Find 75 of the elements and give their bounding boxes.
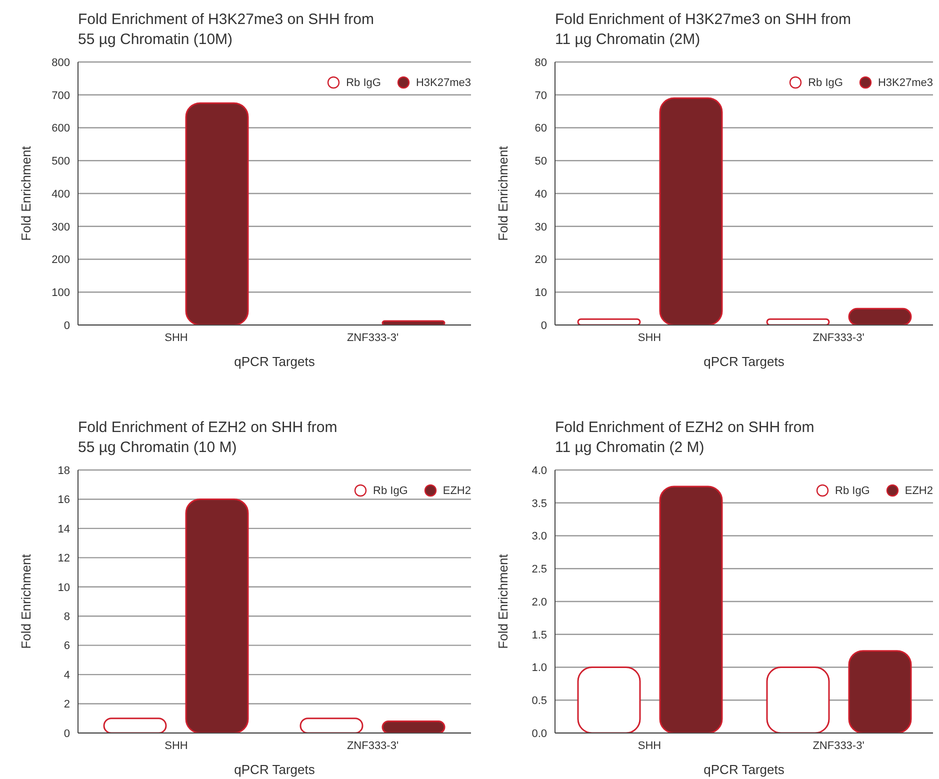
y-tick-label: 30 [534, 221, 547, 234]
bar [103, 718, 167, 733]
legend-label: Rb IgG [346, 76, 381, 88]
y-tick-label: 0.0 [532, 728, 547, 740]
y-tick-label: 1.0 [532, 662, 547, 674]
legend-label: Rb IgG [835, 484, 870, 496]
legend-label: Rb IgG [808, 76, 843, 88]
chart-title: Fold Enrichment of EZH2 on SHH from 55 µg Chromatin (10 M) [78, 418, 338, 458]
y-tick-label: 60 [534, 122, 547, 135]
y-tick-label: 16 [58, 494, 70, 506]
y-tick-label: 40 [534, 188, 547, 200]
y-tick-label: 800 [52, 56, 70, 69]
bar [659, 486, 723, 733]
legend-label: H3K27me3 [878, 76, 933, 88]
y-axis-title: Fold Enrichment [18, 146, 34, 241]
x-tick-label: ZNF333-3' [346, 740, 399, 752]
bar [185, 498, 249, 733]
x-tick-label: ZNF333-3' [812, 332, 864, 344]
x-tick-label: SHH [164, 332, 188, 344]
legend-label: Rb IgG [373, 484, 408, 496]
bar [659, 97, 723, 325]
x-tick-label: SHH [638, 740, 662, 752]
y-tick-label: 1.5 [532, 629, 547, 642]
x-axis-title: qPCR Targets [234, 762, 316, 777]
y-tick-label: 10 [534, 287, 547, 300]
bar [848, 650, 912, 733]
x-tick-label: SHH [638, 332, 662, 344]
y-tick-label: 50 [534, 156, 547, 168]
bar [766, 666, 830, 733]
bar [300, 718, 364, 733]
y-tick-label: 0 [64, 320, 70, 332]
y-tick-label: 12 [58, 552, 70, 565]
y-tick-label: 500 [52, 156, 70, 168]
y-tick-label: 2.0 [532, 596, 547, 608]
chart-title: Fold Enrichment of H3K27me3 on SHH from 55 µg Chromatin (10M) [78, 10, 374, 50]
chart-title: Fold Enrichment of EZH2 on SHH from 11 µg Chromatin (2 M) [555, 418, 814, 458]
y-tick-label: 8 [64, 611, 70, 624]
legend-label: EZH2 [442, 484, 471, 496]
y-axis-title: Fold Enrichment [496, 146, 511, 241]
legend-label: H3K27me3 [416, 76, 471, 88]
bar [382, 720, 446, 733]
bar [848, 308, 912, 325]
y-axis-title: Fold Enrichment [18, 554, 34, 649]
y-tick-label: 6 [64, 640, 70, 652]
y-tick-label: 70 [534, 90, 547, 102]
y-tick-label: 400 [52, 188, 70, 200]
x-tick-label: ZNF333-3' [346, 332, 399, 344]
x-axis-title: qPCR Targets [704, 354, 785, 369]
y-tick-label: 14 [58, 523, 70, 536]
y-tick-label: 700 [52, 90, 70, 102]
chart-title: Fold Enrichment of H3K27me3 on SHH from 11 µg Chromatin (2M) [555, 10, 851, 50]
bar [577, 666, 641, 733]
x-tick-label: SHH [164, 740, 188, 752]
y-tick-label: 200 [52, 254, 70, 266]
y-tick-label: 2 [64, 698, 70, 711]
legend-label: EZH2 [904, 484, 933, 496]
x-axis-title: qPCR Targets [234, 354, 316, 369]
y-tick-label: 20 [534, 254, 547, 266]
y-tick-label: 0.5 [532, 695, 547, 708]
y-tick-label: 3.5 [532, 498, 547, 510]
y-tick-label: 600 [52, 122, 70, 135]
y-tick-label: 80 [534, 56, 547, 69]
y-axis-title: Fold Enrichment [496, 554, 511, 649]
x-axis-title: qPCR Targets [704, 762, 785, 777]
y-tick-label: 4 [64, 669, 70, 682]
y-tick-label: 10 [58, 582, 70, 594]
y-tick-label: 300 [52, 221, 70, 234]
y-tick-label: 18 [58, 464, 70, 477]
y-tick-label: 0 [540, 320, 547, 332]
y-tick-label: 4.0 [532, 464, 547, 477]
y-tick-label: 3.0 [532, 530, 547, 543]
y-tick-label: 0 [64, 728, 70, 740]
y-tick-label: 2.5 [532, 564, 547, 576]
x-tick-label: ZNF333-3' [812, 740, 864, 752]
y-tick-label: 100 [52, 287, 70, 300]
